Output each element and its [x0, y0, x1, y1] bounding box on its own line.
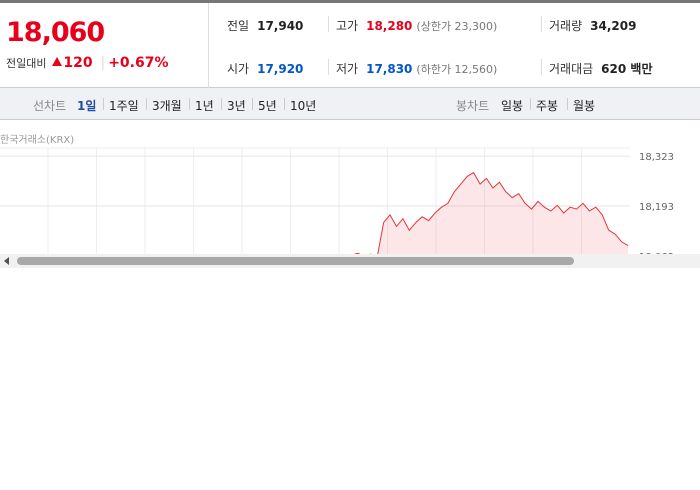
scrollbar[interactable]: [0, 254, 700, 268]
quote-header: 18,060 전일대비 120 | +0.67% 전일 17,940 고가 18,280…: [0, 0, 700, 88]
stat-label: 전일: [227, 19, 250, 33]
stat-label: 거래량: [549, 19, 583, 33]
price-line: [353, 171, 629, 254]
tab[interactable]: 주봉: [536, 99, 559, 113]
stats-row: 전일 17,940 고가 18,280 (상한가 23,300) 거래량 34,209: [209, 3, 700, 45]
scroll-thumb[interactable]: [17, 257, 574, 265]
separator: [103, 98, 104, 110]
period-tabs: 선차트 1일 1주일 3개월 1년 3년 5년 10년 봉차트 일봉 주봉 월봉: [0, 88, 700, 120]
separator: [541, 59, 542, 75]
stat: 저가 17,830 (하한가 12,560): [336, 60, 497, 77]
change: 전일대비 120 | +0.67%: [6, 55, 169, 71]
change-label: 전일대비: [6, 57, 47, 70]
tab[interactable]: 3년: [227, 99, 246, 113]
stat-value: 17,920: [257, 62, 304, 76]
separator: [252, 98, 253, 110]
tab[interactable]: 일봉: [501, 99, 524, 113]
stat: 고가 18,280 (상한가 23,300): [336, 17, 497, 34]
stat-label: 거래대금: [549, 62, 594, 76]
separator: [284, 98, 285, 110]
tab[interactable]: 1주일: [109, 99, 139, 113]
tab[interactable]: 월봉: [573, 99, 596, 113]
y-tick-label: 18,323: [639, 152, 674, 163]
stat: 전일 17,940: [227, 17, 303, 34]
up-arrow: [52, 57, 63, 66]
stat-label: 저가: [336, 62, 359, 76]
area: [345, 172, 628, 254]
stat-value: 620 백만: [601, 62, 653, 76]
stat-label: 시가: [227, 62, 250, 76]
separator: [221, 98, 222, 110]
scroll-left[interactable]: [4, 257, 9, 265]
stat-note: (상한가 23,300): [416, 20, 498, 33]
tab[interactable]: 10년: [290, 99, 317, 113]
stat-label: 고가: [336, 19, 359, 33]
stat-value: 18,280: [366, 19, 413, 33]
y-tick-label: 18,063: [639, 252, 674, 254]
separator: [328, 16, 329, 32]
stat-value: 17,940: [257, 19, 304, 33]
stat: 거래량 34,209: [549, 17, 636, 34]
quote-summary: 18,060 전일대비 120 | +0.67%: [0, 3, 209, 88]
tab[interactable]: 5년: [258, 99, 277, 113]
stat-value: 34,209: [590, 19, 637, 33]
y-tick-label: 18,193: [639, 202, 674, 213]
price: 18,060: [6, 17, 105, 48]
change-rate: +0.67%: [108, 55, 169, 71]
stat-note: (하한가 12,560): [416, 63, 498, 76]
separator: [567, 98, 568, 110]
stat: 거래대금 620 백만: [549, 60, 652, 77]
separator: [189, 98, 190, 110]
stat: 시가 17,920: [227, 60, 303, 77]
chart: 18,323 18,193 18,063: [0, 147, 674, 254]
separator: [541, 16, 542, 32]
tab-group-label: 봉차트: [456, 99, 490, 113]
tab[interactable]: 1년: [195, 99, 214, 113]
separator: [146, 98, 147, 110]
change-amount: 120: [63, 55, 93, 71]
tab-group-label: 선차트: [33, 99, 67, 113]
separator: [328, 59, 329, 75]
stat-value: 17,830: [366, 62, 413, 76]
separator: [530, 98, 531, 110]
stats-row: 시가 17,920 저가 17,830 (하한가 12,560) 거래대금 620 백만: [209, 46, 700, 88]
tab[interactable]: 3개월: [152, 99, 182, 113]
data-source: 한국거래소(KRX): [0, 135, 75, 146]
tab[interactable]: 1일: [77, 99, 97, 113]
